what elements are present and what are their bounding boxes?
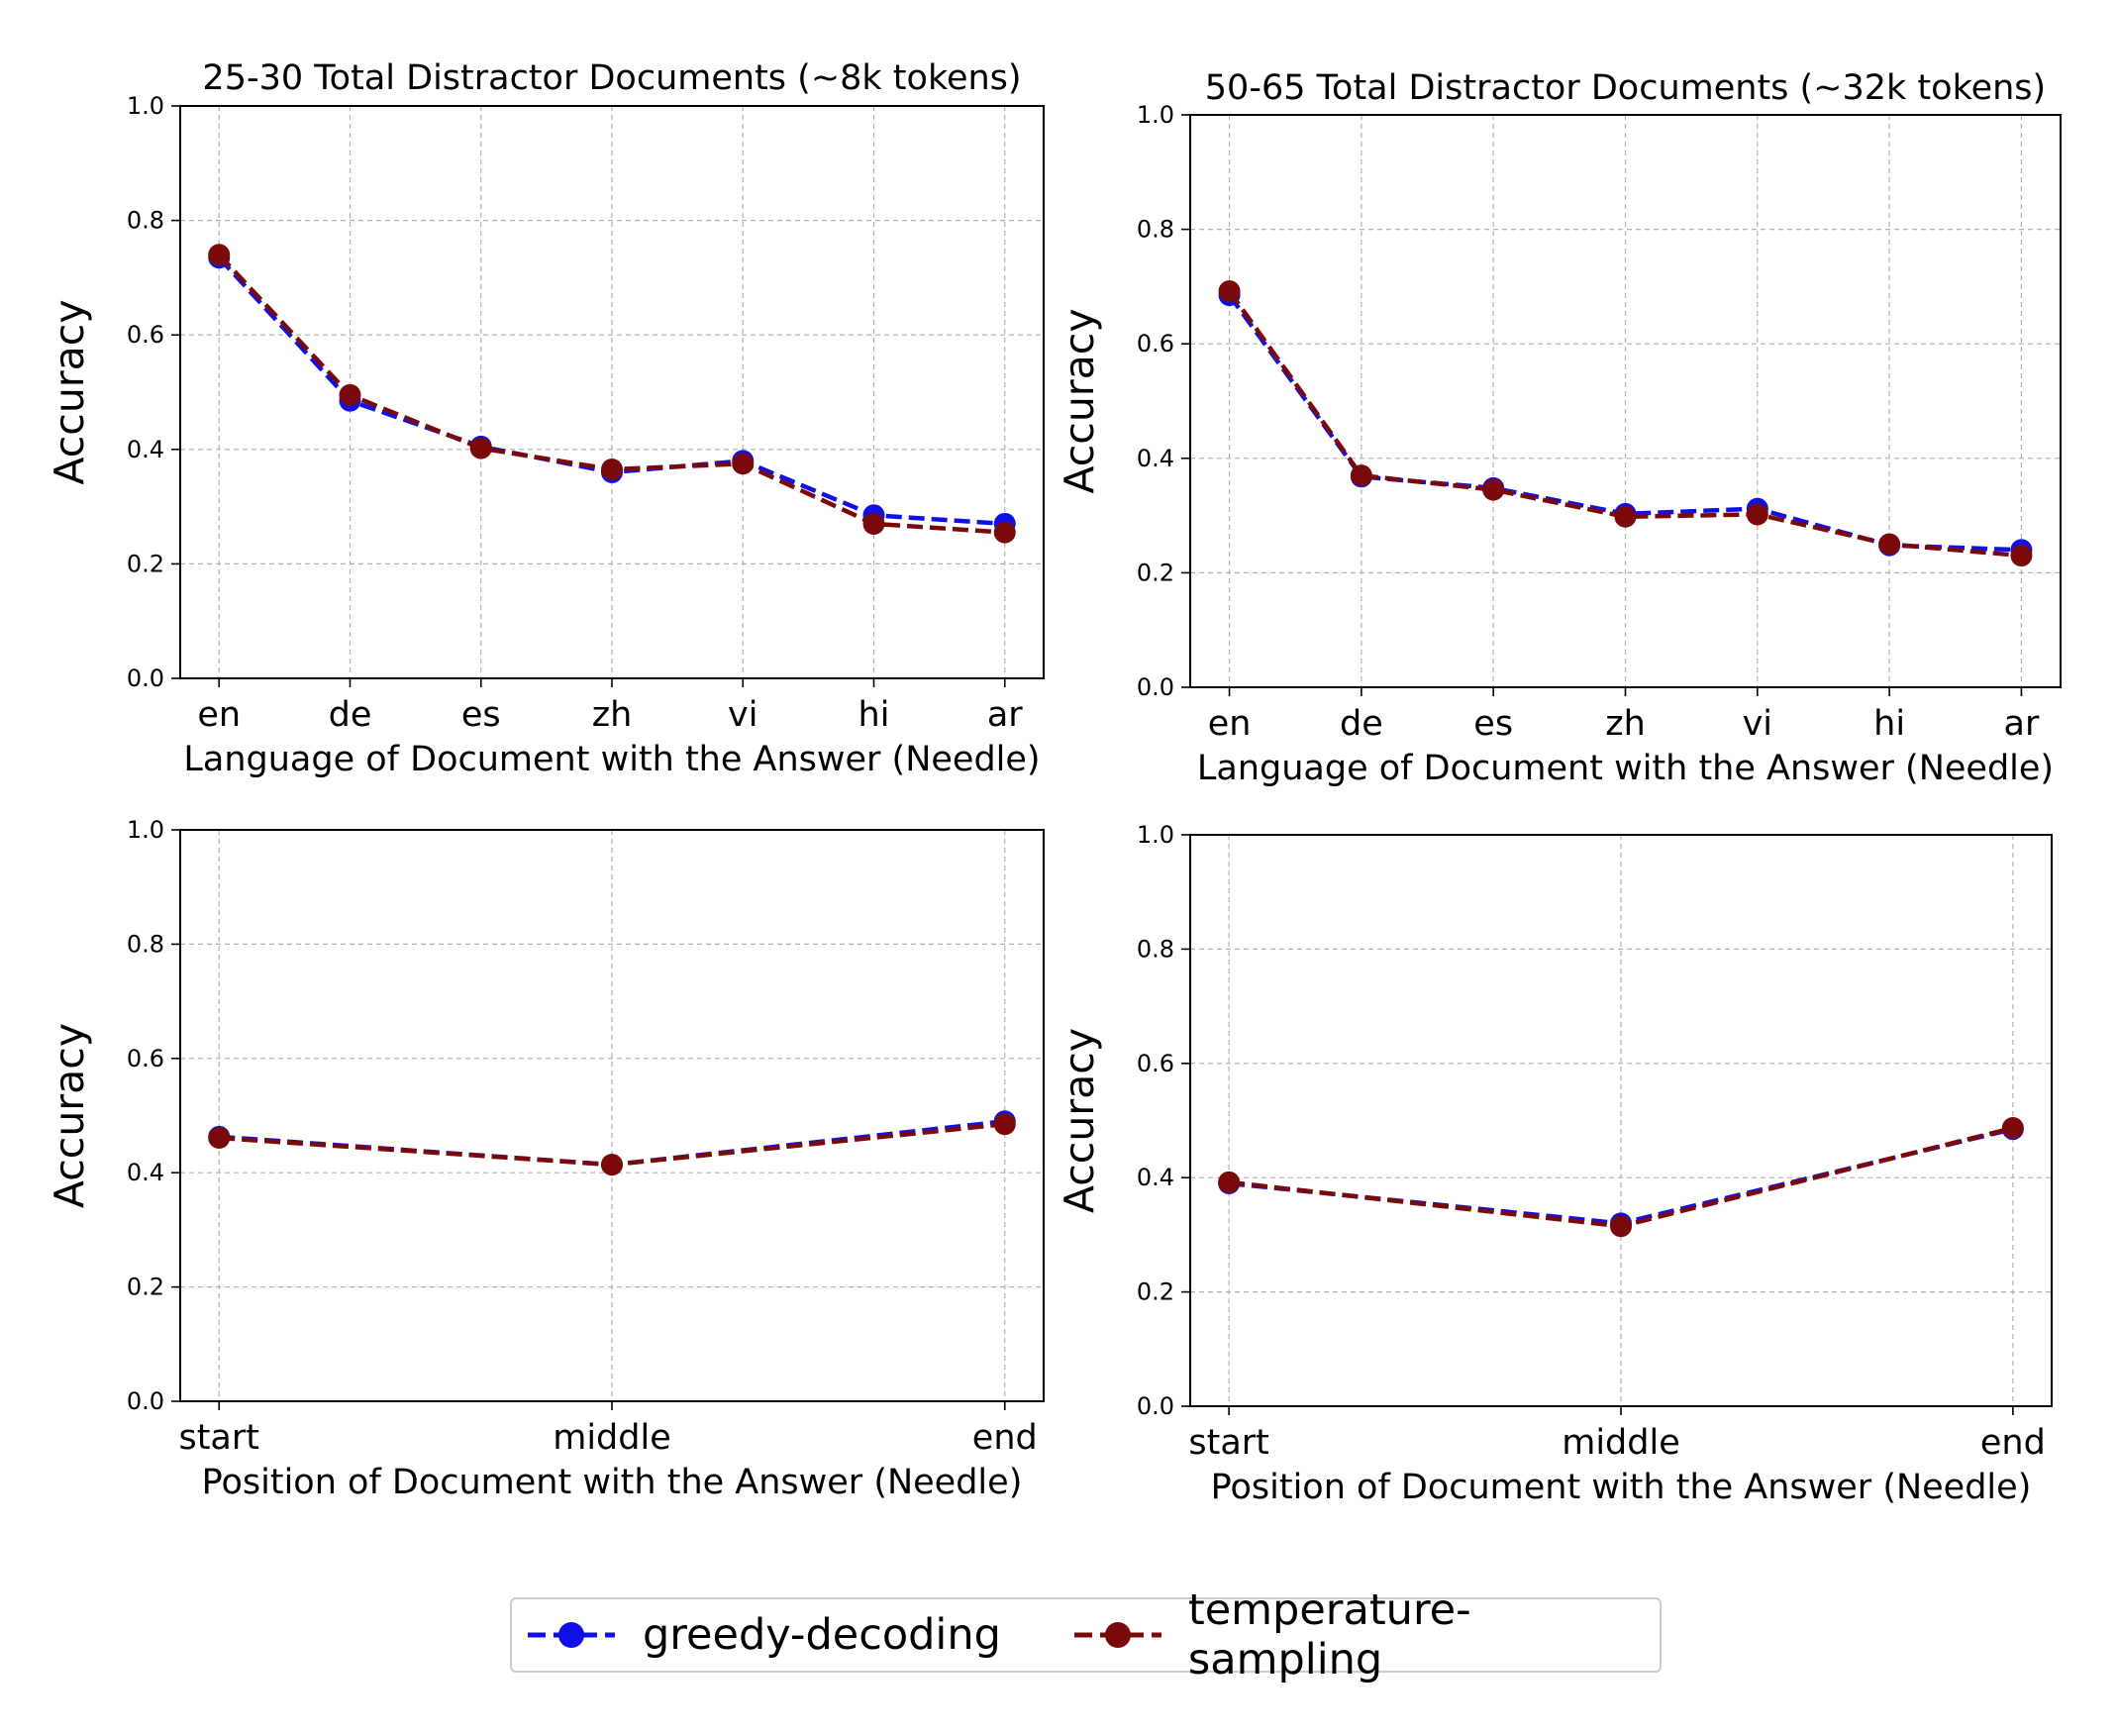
data-point-temperature — [862, 512, 885, 535]
plot-frame — [1189, 114, 2062, 688]
data-point-temperature — [1350, 464, 1372, 487]
y-tick-label: 0.8 — [127, 207, 164, 235]
y-tick-label: 1.0 — [127, 816, 164, 844]
data-point-temperature — [1218, 1171, 1241, 1193]
y-tick-label: 0.8 — [127, 930, 164, 958]
x-axis-label: Language of Document with the Answer (Ne… — [1197, 749, 2054, 788]
plot-frame — [179, 105, 1045, 679]
y-tick-label: 0.2 — [1137, 559, 1174, 586]
y-tick-label: 0.4 — [127, 1159, 164, 1186]
x-tick-label: start — [1188, 1423, 1269, 1463]
y-tick-label: 0.4 — [127, 436, 164, 463]
data-point-temperature — [1614, 505, 1637, 528]
y-tick-label: 0.0 — [127, 664, 164, 692]
data-point-temperature — [601, 1154, 623, 1176]
legend-item-temperature: temperature-sampling — [1072, 1585, 1660, 1685]
x-tick-label: de — [1340, 704, 1383, 744]
data-point-temperature — [1610, 1215, 1632, 1238]
y-tick-label: 0.0 — [1137, 673, 1174, 701]
data-point-temperature — [993, 521, 1016, 544]
legend-marker-greedy — [528, 1622, 615, 1648]
x-axis-label: Position of Document with the Answer (Ne… — [202, 1463, 1023, 1502]
chart-title: 50-65 Total Distractor Documents (~32k t… — [1205, 68, 2046, 108]
x-tick-label: hi — [858, 695, 890, 735]
legend-item-greedy: greedy-decoding — [526, 1599, 1001, 1671]
data-point-temperature — [732, 453, 755, 475]
x-tick-label: es — [1473, 704, 1513, 744]
x-tick-label: middle — [1562, 1423, 1680, 1463]
data-point-temperature — [208, 1127, 231, 1150]
data-point-temperature — [1878, 533, 1901, 556]
x-tick-label: zh — [1605, 704, 1646, 744]
y-tick-label: 0.6 — [127, 321, 164, 349]
y-tick-label: 1.0 — [127, 92, 164, 120]
data-point-temperature — [2001, 1117, 2024, 1140]
x-tick-label: de — [329, 695, 372, 735]
x-tick-label: ar — [2004, 704, 2040, 744]
x-tick-label: middle — [553, 1418, 671, 1458]
y-tick-label: 0.0 — [1137, 1392, 1174, 1420]
x-tick-label: vi — [728, 695, 757, 735]
x-axis-label: Position of Document with the Answer (Ne… — [1211, 1468, 2032, 1507]
y-tick-label: 0.4 — [1137, 1164, 1174, 1191]
x-tick-label: start — [178, 1418, 259, 1458]
y-tick-label: 1.0 — [1137, 101, 1174, 129]
chart-panel-3: 0.0 0.2 0.4 0.6 0.8 1.0 start middle end Position… — [46, 816, 1045, 1502]
x-tick-label: zh — [592, 695, 633, 735]
chart-panel-2: 0.0 0.2 0.4 0.6 0.8 1.0 en de es zh vi hi ar 50-65 To… — [1056, 68, 2062, 788]
data-point-temperature — [339, 383, 361, 406]
y-axis-label: Accuracy — [46, 1023, 93, 1208]
x-tick-label: en — [1208, 704, 1252, 744]
y-tick-label: 0.8 — [1137, 216, 1174, 244]
chart-panel-1: 0.0 0.2 0.4 0.6 0.8 1.0 en de es zh vi hi ar 25-30 To… — [46, 58, 1045, 779]
legend-marker-temperature — [1074, 1622, 1161, 1648]
y-tick-label: 0.2 — [127, 550, 164, 577]
plot-frame — [1189, 834, 2053, 1407]
data-point-temperature — [601, 459, 623, 481]
chart-title: 25-30 Total Distractor Documents (~8k to… — [202, 58, 1021, 98]
data-point-temperature — [1218, 280, 1241, 303]
y-tick-label: 0.6 — [1137, 1050, 1174, 1077]
y-tick-label: 0.2 — [1137, 1278, 1174, 1306]
x-axis-label: Language of Document with the Answer (Ne… — [183, 740, 1040, 779]
y-tick-label: 0.6 — [1137, 330, 1174, 357]
y-tick-label: 0.4 — [1137, 445, 1174, 472]
chart-panel-4: 0.0 0.2 0.4 0.6 0.8 1.0 start middle end Position… — [1056, 821, 2053, 1507]
data-point-temperature — [2010, 545, 2033, 567]
y-axis-label: Accuracy — [46, 299, 93, 484]
y-tick-label: 0.2 — [127, 1274, 164, 1301]
data-point-temperature — [208, 244, 231, 266]
data-point-temperature — [469, 437, 492, 460]
y-tick-label: 0.0 — [127, 1387, 164, 1415]
legend: greedy-decoding temperature-sampling — [510, 1585, 1662, 1685]
x-tick-label: hi — [1873, 704, 1905, 744]
y-tick-label: 0.8 — [1137, 935, 1174, 963]
data-point-temperature — [993, 1113, 1016, 1136]
y-tick-label: 1.0 — [1137, 821, 1174, 849]
x-tick-label: es — [461, 695, 501, 735]
x-tick-label: vi — [1743, 704, 1772, 744]
y-tick-label: 0.6 — [127, 1045, 164, 1072]
x-tick-label: end — [1980, 1423, 2046, 1463]
x-tick-label: en — [197, 695, 241, 735]
x-tick-label: end — [972, 1418, 1038, 1458]
data-point-temperature — [1482, 478, 1505, 501]
y-axis-label: Accuracy — [1056, 308, 1103, 493]
data-point-temperature — [1746, 503, 1768, 526]
plot-frame — [179, 829, 1045, 1402]
x-tick-label: ar — [987, 695, 1023, 735]
legend-label-greedy: greedy-decoding — [643, 1610, 1001, 1660]
legend-label-temperature: temperature-sampling — [1187, 1585, 1471, 1685]
y-axis-label: Accuracy — [1056, 1028, 1103, 1213]
